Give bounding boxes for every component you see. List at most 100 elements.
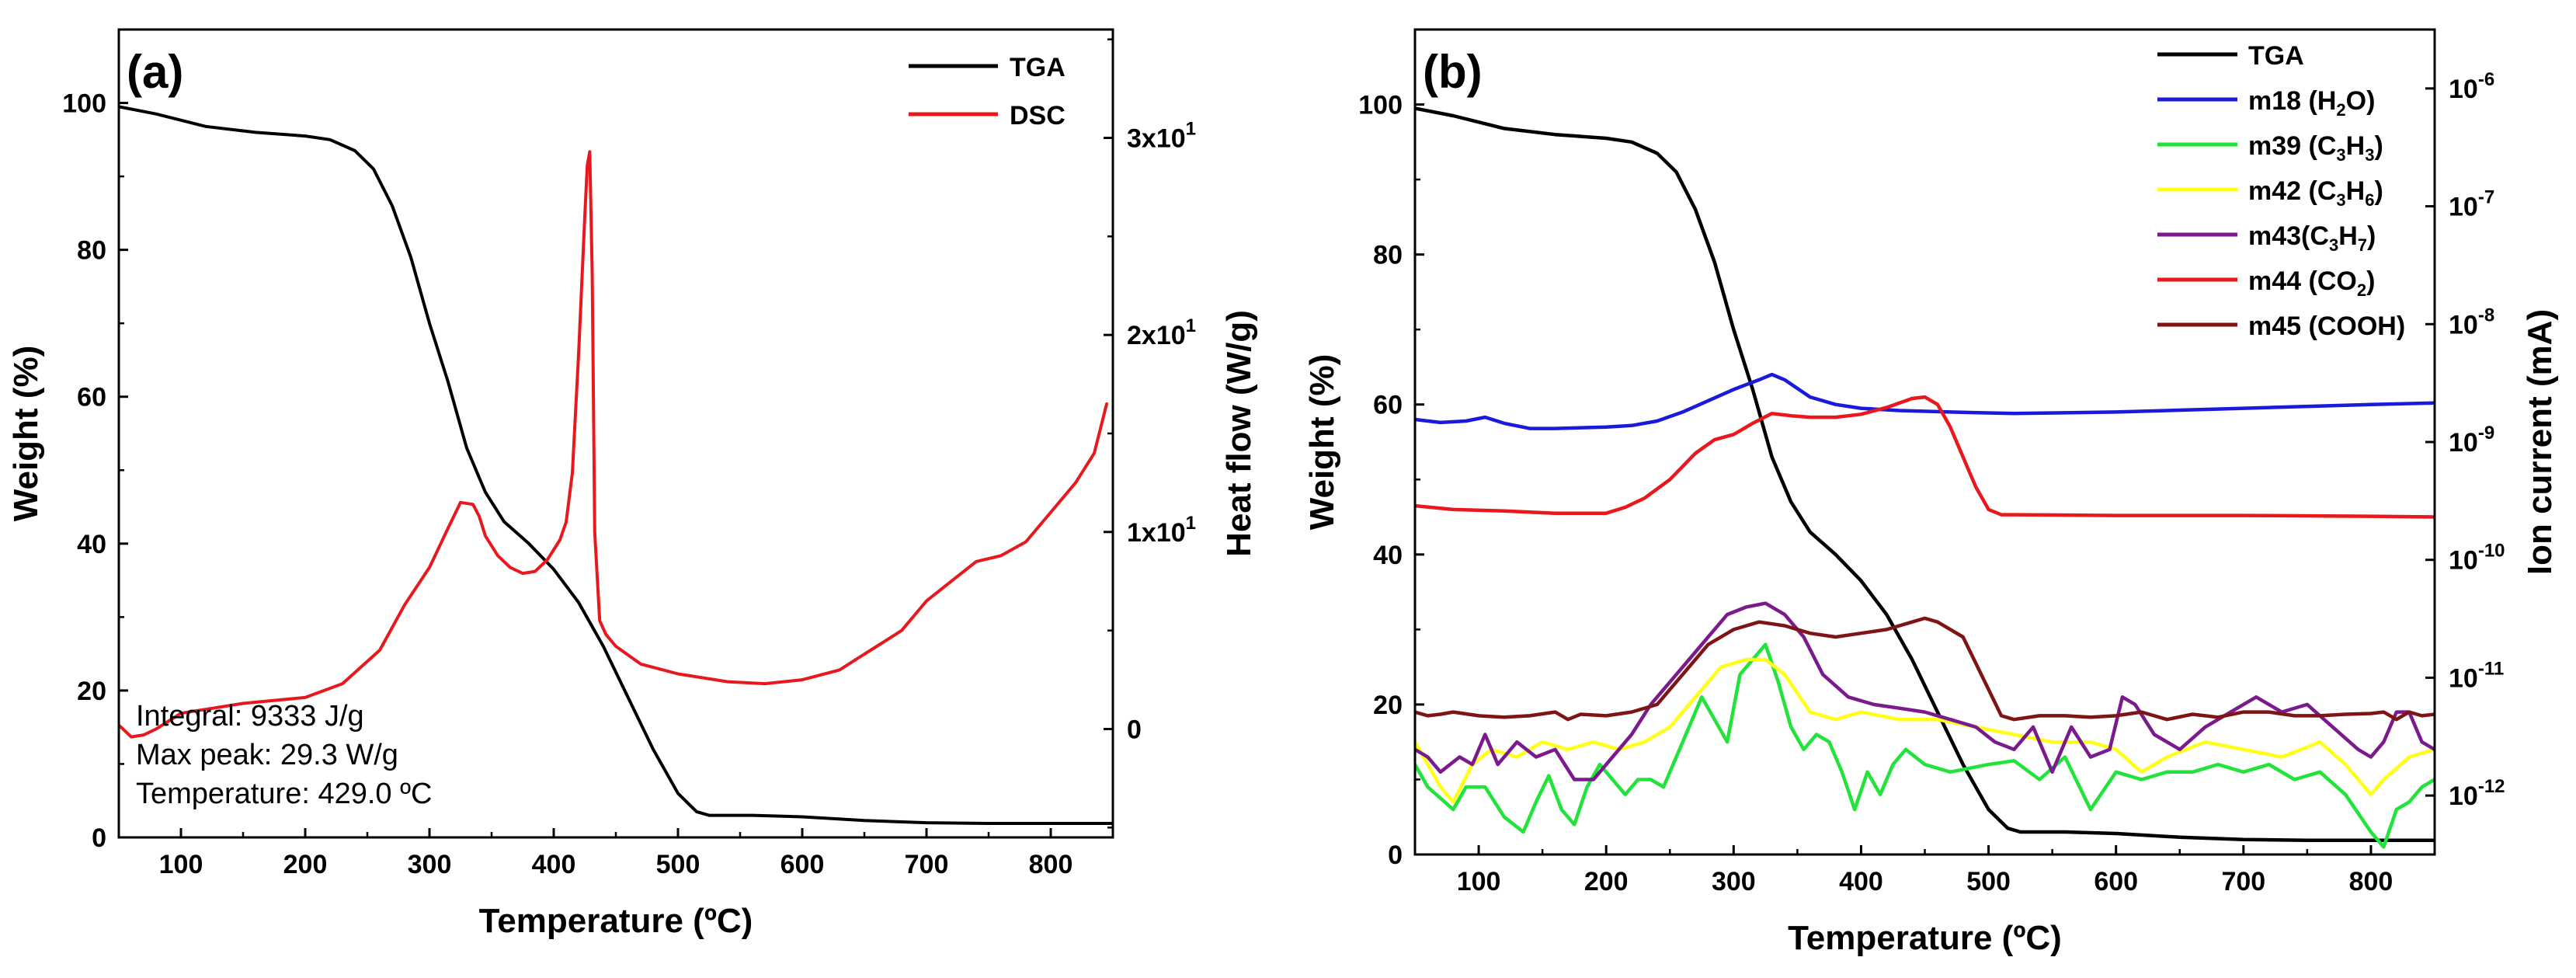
y2-tick-base: 10 bbox=[2449, 546, 2478, 576]
legend-label: DSC bbox=[1010, 101, 1066, 131]
legend-text: m39 (C bbox=[2248, 131, 2336, 161]
chart-panel-b: 100 200 300 400 500 600 700 80002040608010010-6… bbox=[1303, 28, 2559, 957]
series-line-tga bbox=[1415, 106, 2435, 842]
y2-tick-base: 10 bbox=[2449, 428, 2478, 458]
legend-label: m42 (C3H6) bbox=[2248, 176, 2383, 210]
y2-tick-label: 10-12 bbox=[2449, 776, 2505, 811]
legend-text: ) bbox=[2374, 176, 2383, 206]
x-tick-label: 200 bbox=[1584, 867, 1629, 896]
legend-text: O) bbox=[2346, 86, 2376, 116]
y-axis-title: Weight (%) bbox=[7, 346, 45, 522]
legend-text: H bbox=[2346, 176, 2366, 206]
y2-tick-exponent: 1 bbox=[1186, 119, 1196, 140]
y2-tick-base: 1x10 bbox=[1127, 518, 1186, 548]
annotation-text: Integral: 9333 J/g bbox=[136, 700, 364, 733]
y-tick-label: 20 bbox=[1373, 691, 1403, 720]
y-tick-label: 100 bbox=[62, 89, 106, 119]
legend-text: TGA bbox=[2248, 41, 2304, 71]
legend-subscript: 2 bbox=[2336, 100, 2345, 120]
y2-tick-exponent: 1 bbox=[1186, 513, 1196, 534]
y2-axis-title: Ion current (mA) bbox=[2521, 309, 2559, 575]
legend-label: TGA bbox=[2248, 41, 2304, 71]
y2-tick-exponent: -6 bbox=[2478, 69, 2494, 90]
x-tick-label: 500 bbox=[656, 850, 700, 879]
series-line-m44-co2- bbox=[1415, 395, 2435, 519]
y2-tick-exponent: -8 bbox=[2478, 305, 2494, 325]
y2-tick-label: 10-6 bbox=[2449, 69, 2494, 104]
legend-text: H bbox=[2338, 221, 2358, 251]
x-axis-title: Temperature (ºC) bbox=[479, 902, 753, 940]
legend-subscript: 6 bbox=[2365, 190, 2374, 210]
legend-subscript: 3 bbox=[2329, 235, 2338, 255]
y2-tick-label: 3x101 bbox=[1127, 119, 1196, 154]
legend-text: ) bbox=[2367, 221, 2376, 251]
y-tick-label: 80 bbox=[77, 236, 106, 266]
y2-tick-label: 0 bbox=[1127, 715, 1142, 744]
y2-tick-label: 10-8 bbox=[2449, 305, 2494, 339]
y-tick-label: 60 bbox=[77, 383, 106, 412]
y2-tick-exponent: -10 bbox=[2478, 541, 2505, 562]
y2-tick-label: 1x101 bbox=[1127, 513, 1196, 548]
legend-text: m44 (CO bbox=[2248, 266, 2357, 296]
y-tick-label: 40 bbox=[77, 530, 106, 559]
y2-tick-exponent: -12 bbox=[2478, 776, 2505, 797]
y-tick-label: 100 bbox=[1358, 91, 1403, 120]
legend-subscript: 2 bbox=[2357, 280, 2366, 300]
y2-tick-exponent: -11 bbox=[2478, 658, 2504, 679]
y-tick-label: 40 bbox=[1373, 541, 1403, 570]
x-tick-label: 700 bbox=[905, 850, 949, 879]
y2-tick-base: 10 bbox=[2449, 310, 2478, 339]
x-tick-label: 200 bbox=[283, 850, 328, 879]
legend-label: m44 (CO2) bbox=[2248, 266, 2375, 300]
legend-label: m43(C3H7) bbox=[2248, 221, 2376, 255]
series-line-m42-c3h6- bbox=[1415, 657, 2435, 804]
x-tick-label: 400 bbox=[1839, 867, 1883, 896]
legend-text: ) bbox=[2374, 131, 2383, 161]
legend-label: m45 (COOH) bbox=[2248, 311, 2405, 341]
x-tick-label: 100 bbox=[1457, 867, 1501, 896]
legend: TGA DSC bbox=[909, 53, 1066, 131]
x-tick-label: 400 bbox=[532, 850, 576, 879]
y2-tick-exponent: -7 bbox=[2478, 187, 2494, 208]
series-line-m39-c3h3- bbox=[1415, 642, 2435, 849]
x-tick-label: 300 bbox=[408, 850, 452, 879]
chart-panel-a: 100 200 300 400 500 600 700 800 0 20 40 60 80 100 0 1x1… bbox=[7, 28, 1258, 940]
legend-text: ) bbox=[2366, 266, 2375, 296]
series-line-dsc bbox=[119, 150, 1108, 739]
x-tick-label: 300 bbox=[1712, 867, 1756, 896]
legend-text: m45 (COOH) bbox=[2248, 311, 2405, 341]
plot-area bbox=[119, 105, 1113, 825]
x-tick-label: 600 bbox=[780, 850, 825, 879]
x-tick-label: 600 bbox=[2094, 867, 2138, 896]
y2-tick-base: 10 bbox=[2449, 193, 2478, 222]
y2-tick-label: 2x101 bbox=[1127, 315, 1196, 350]
legend-subscript: 3 bbox=[2336, 145, 2345, 165]
annotation-text: Temperature: 429.0 ºC bbox=[136, 778, 432, 810]
x-tick-label: 100 bbox=[159, 850, 203, 879]
x-tick-label: 700 bbox=[2221, 867, 2265, 896]
y-axis-title: Weight (%) bbox=[1303, 354, 1341, 531]
y-tick-label: 20 bbox=[77, 677, 106, 706]
series-line-m45-cooh- bbox=[1415, 616, 2435, 722]
y2-axis-title: Heat flow (W/g) bbox=[1220, 310, 1258, 557]
y2-tick-base: 10 bbox=[2449, 781, 2478, 811]
legend-text: m42 (C bbox=[2248, 176, 2336, 206]
legend-subscript: 7 bbox=[2358, 235, 2367, 255]
annotation-text: Max peak: 29.3 W/g bbox=[136, 739, 398, 771]
y2-tick-base: 0 bbox=[1127, 715, 1142, 744]
y-tick-label: 0 bbox=[92, 823, 106, 853]
legend-text: m18 (H bbox=[2248, 86, 2336, 116]
y2-tick-exponent: -9 bbox=[2478, 423, 2494, 444]
panel-label: (b) bbox=[1423, 46, 1483, 98]
series-line-tga bbox=[119, 105, 1113, 825]
x-tick-label: 500 bbox=[1966, 867, 2011, 896]
y2-tick-base: 10 bbox=[2449, 75, 2478, 104]
x-tick-label: 800 bbox=[2349, 867, 2393, 896]
legend-subscript: 3 bbox=[2365, 145, 2374, 165]
series-line-m43-c3h7- bbox=[1415, 601, 2435, 781]
legend-subscript: 3 bbox=[2336, 190, 2345, 210]
panel-label: (a) bbox=[127, 46, 183, 98]
y2-tick-base: 10 bbox=[2449, 663, 2478, 693]
y2-tick-label: 10-9 bbox=[2449, 423, 2494, 458]
